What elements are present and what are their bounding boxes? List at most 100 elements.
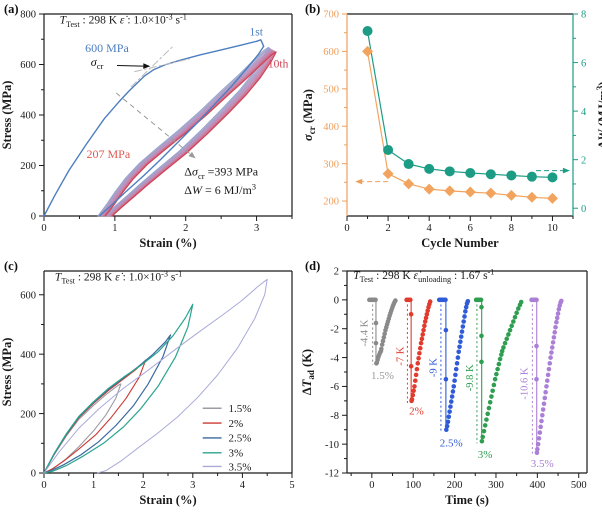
loop-2p5pct bbox=[43, 334, 172, 474]
sigma-cr-points bbox=[362, 45, 558, 204]
label-minus-4p4k: -4.4 K bbox=[360, 319, 371, 346]
loop-3pct bbox=[43, 303, 194, 474]
panel-b-letter: (b) bbox=[305, 2, 321, 16]
plot-area: 0 1 2 3 4 5 Strain (%) 0 200 400 600 Stress (MPa) 1.… bbox=[0, 269, 295, 507]
plot-area: 0 2 4 6 8 10 Cycle Number 200 300 400 500 600 700 σcr… bbox=[301, 10, 602, 250]
panel-d-adiabatic-temperature-chart: 0 100 200 300 400 500 Time (s) 2 0 -2 -4 -6 -8 -10 -12… bbox=[301, 267, 588, 507]
cycle-1-curve bbox=[43, 39, 265, 217]
svg-text:300: 300 bbox=[488, 480, 504, 491]
svg-text:TTest : 298 K ε̇unloading :: TTest : 298 K ε̇unloading : 1.67 s-1 bbox=[353, 268, 494, 284]
svg-text:-8: -8 bbox=[330, 411, 339, 422]
svg-text:0: 0 bbox=[41, 223, 46, 234]
svg-text:Stress (MPa): Stress (MPa) bbox=[0, 81, 14, 150]
x-axis: 0 100 200 300 400 500 Time (s) bbox=[350, 473, 587, 507]
svg-text:0: 0 bbox=[31, 469, 36, 480]
svg-text:2.5%: 2.5% bbox=[229, 433, 252, 445]
label-pct-3p5: 3.5% bbox=[531, 458, 554, 470]
svg-text:0: 0 bbox=[334, 296, 339, 307]
svg-text:Cycle Number: Cycle Number bbox=[421, 236, 499, 250]
svg-text:0: 0 bbox=[369, 480, 374, 491]
svg-text:-9.8 K: -9.8 K bbox=[465, 364, 476, 391]
y-axis-left: 0 200 400 600 Stress (MPa) bbox=[0, 290, 44, 480]
test-conditions-note: TTest : 298 K ε̇unloading : 1.67 s-1 bbox=[353, 268, 494, 284]
svg-text:600: 600 bbox=[20, 290, 36, 301]
svg-text:-10: -10 bbox=[325, 440, 339, 451]
label-pct-2: 2% bbox=[409, 406, 424, 418]
svg-text:700: 700 bbox=[323, 10, 339, 21]
svg-text:2%: 2% bbox=[229, 418, 244, 430]
svg-text:0: 0 bbox=[41, 480, 46, 491]
svg-text:σcr: σcr bbox=[91, 55, 104, 71]
plot-area: 0 100 200 300 400 500 Time (s) 2 0 -2 -4 -6 -8 -10 -12… bbox=[301, 267, 588, 507]
label-pct-2p5: 2.5% bbox=[440, 437, 463, 449]
x-axis: 0 1 2 3 4 5 Strain (%) bbox=[41, 473, 295, 507]
svg-text:2.5%: 2.5% bbox=[440, 437, 463, 449]
loop-2pct bbox=[43, 359, 147, 474]
svg-text:1st: 1st bbox=[249, 27, 263, 39]
svg-text:2: 2 bbox=[183, 223, 188, 234]
svg-text:-4.4 K: -4.4 K bbox=[360, 319, 371, 346]
svg-text:-7 K: -7 K bbox=[395, 346, 406, 365]
svg-text:4: 4 bbox=[240, 480, 246, 491]
svg-text:8: 8 bbox=[581, 10, 586, 21]
legend: 1.5% 2% 2.5% 3%3.5% bbox=[202, 403, 252, 473]
svg-text:600: 600 bbox=[20, 60, 36, 71]
svg-text:Strain (%): Strain (%) bbox=[139, 493, 196, 507]
svg-text:-6: -6 bbox=[330, 382, 339, 393]
svg-text:500: 500 bbox=[323, 85, 339, 96]
svg-text:Time (s): Time (s) bbox=[445, 493, 489, 507]
svg-text:5: 5 bbox=[289, 480, 294, 491]
svg-text:-2: -2 bbox=[330, 324, 339, 335]
svg-text:ΔW = 6 MJ/m3: ΔW = 6 MJ/m3 bbox=[184, 182, 256, 197]
delta-w-points bbox=[362, 25, 558, 183]
label-minus-10p6k: -10.6 K bbox=[519, 367, 530, 399]
svg-text:2: 2 bbox=[385, 223, 390, 234]
cycles-2-to-10-loops bbox=[97, 46, 277, 217]
plot-frame bbox=[346, 13, 574, 217]
series-2pct bbox=[404, 297, 433, 404]
svg-text:4: 4 bbox=[581, 107, 587, 118]
svg-text:3%: 3% bbox=[478, 449, 493, 461]
panel-a-letter: (a) bbox=[4, 2, 19, 16]
label-207mpa: 207 MPa bbox=[87, 147, 131, 161]
svg-text:1.5%: 1.5% bbox=[371, 370, 394, 382]
svg-text:400: 400 bbox=[529, 480, 545, 491]
panel-a-stress-strain-cycles-chart: 0 1 2 3 Strain (%) 0 200 400 600 800 Stress (MPa) T… bbox=[0, 10, 293, 250]
svg-text:3.5%: 3.5% bbox=[229, 461, 252, 473]
svg-text:-4: -4 bbox=[330, 353, 339, 364]
svg-text:4: 4 bbox=[427, 223, 433, 234]
svg-text:2: 2 bbox=[334, 267, 339, 278]
svg-text:2: 2 bbox=[581, 155, 586, 166]
series-1p5pct bbox=[367, 297, 398, 366]
svg-text:TTest : 298 K ε̇ : 1.0×10-3: TTest : 298 K ε̇ : 1.0×10-3 s-1 bbox=[55, 269, 182, 285]
tangent-construction-line bbox=[130, 45, 174, 88]
svg-text:400: 400 bbox=[323, 122, 339, 133]
svg-text:3: 3 bbox=[254, 223, 259, 234]
svg-text:800: 800 bbox=[20, 10, 36, 21]
svg-text:2%: 2% bbox=[409, 406, 424, 418]
svg-text:2: 2 bbox=[141, 480, 146, 491]
label-sigma-cr: σcr bbox=[91, 55, 104, 71]
svg-text:200: 200 bbox=[20, 409, 36, 420]
svg-text:1: 1 bbox=[112, 223, 117, 234]
label-pct-3: 3% bbox=[478, 449, 493, 461]
delta-w-line bbox=[366, 30, 554, 178]
svg-text:600: 600 bbox=[323, 47, 339, 58]
svg-text:Strain (%): Strain (%) bbox=[139, 236, 196, 250]
right-axis-pointer bbox=[536, 167, 570, 174]
svg-text:6: 6 bbox=[468, 223, 473, 234]
svg-text:-12: -12 bbox=[325, 469, 339, 480]
plateau-construction-line bbox=[134, 58, 190, 73]
svg-text:Δσcr =393 MPa: Δσcr =393 MPa bbox=[184, 165, 258, 181]
y-axis-left: 200 300 400 500 600 700 σcr (MPa) bbox=[301, 10, 347, 208]
svg-text:Stress (MPa): Stress (MPa) bbox=[0, 338, 14, 407]
y-axis-left: 2 0 -2 -4 -6 -8 -10 -12 ΔTad (K) bbox=[301, 267, 347, 480]
svg-text:100: 100 bbox=[405, 480, 421, 491]
series-3p5pct bbox=[529, 297, 564, 456]
svg-text:ΔTad (K): ΔTad (K) bbox=[301, 349, 316, 395]
svg-text:10th: 10th bbox=[268, 59, 289, 71]
test-conditions-note: TTest : 298 K ε̇ : 1.0×10-3 s-1 bbox=[60, 12, 187, 28]
svg-text:400: 400 bbox=[20, 350, 36, 361]
y-axis-left: 0 200 400 600 800 Stress (MPa) bbox=[0, 10, 44, 223]
